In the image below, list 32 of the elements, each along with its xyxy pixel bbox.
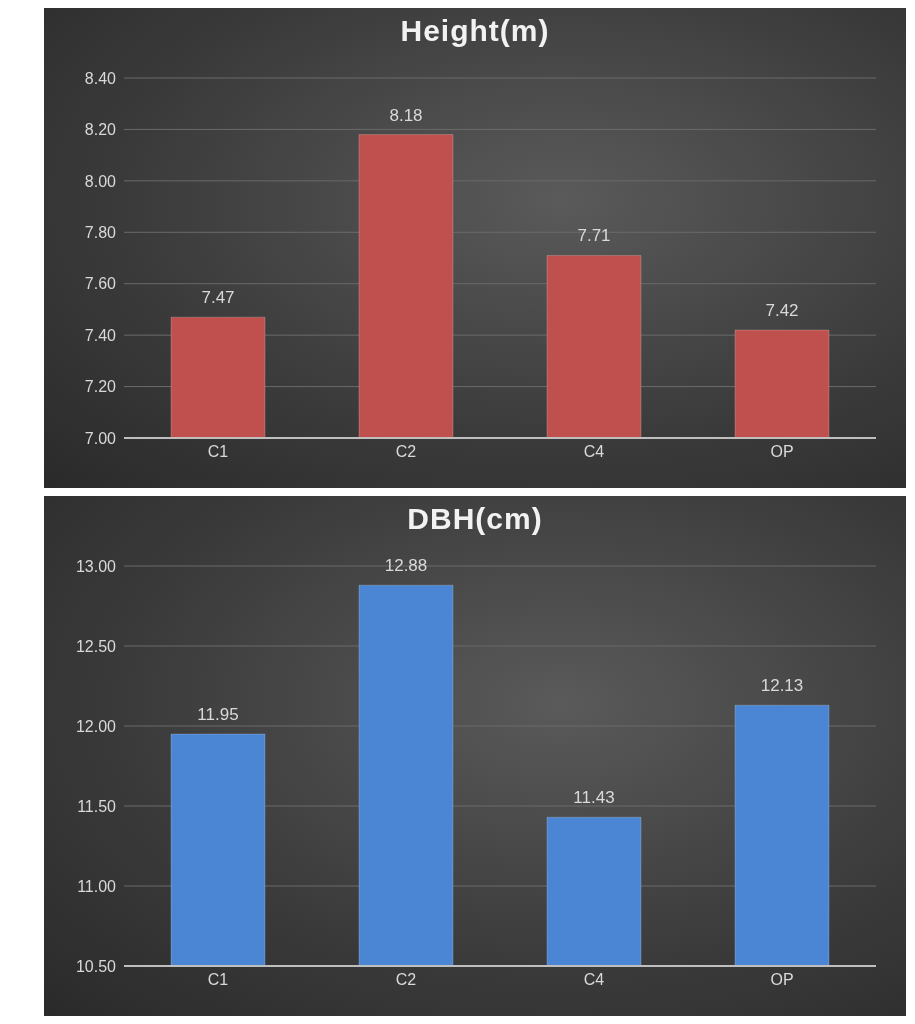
data-label: 12.88 (384, 556, 428, 576)
data-label: 11.95 (197, 705, 239, 724)
y-tick-label: 7.60 (84, 275, 117, 293)
data-label: 7.47 (201, 288, 235, 308)
y-tick-label: 7.00 (84, 429, 117, 447)
x-tick-label: C2 (395, 971, 417, 989)
x-tick-label: C1 (207, 443, 229, 461)
x-tick-label: OP (770, 443, 794, 461)
data-label: 12.13 (760, 676, 804, 696)
x-tick-label: OP (770, 971, 794, 989)
x-tick-label: C4 (583, 971, 605, 989)
y-tick-label: 7.40 (84, 326, 117, 344)
data-label: 7.71 (577, 226, 611, 246)
x-tick-label: C2 (395, 443, 417, 461)
y-tick-label: 13.00 (75, 557, 117, 575)
x-tick-label: C1 (207, 971, 229, 989)
y-tick-label: 12.00 (75, 717, 117, 735)
y-tick-label: 10.50 (75, 957, 117, 975)
data-label: 11.43 (573, 788, 615, 808)
y-tick-label: 8.40 (84, 69, 117, 87)
y-tick-label: 12.50 (75, 637, 117, 655)
y-tick-label: 11.00 (77, 877, 117, 895)
chart-title: Height(m) (399, 13, 551, 49)
y-tick-label: 11.50 (77, 797, 117, 815)
x-tick-label: C4 (583, 443, 605, 461)
y-tick-label: 7.20 (84, 378, 117, 396)
data-label: 8.18 (389, 105, 423, 125)
data-label: 7.42 (765, 301, 799, 320)
y-tick-label: 8.00 (84, 172, 117, 190)
chart-title: DBH(cm) (406, 501, 544, 537)
y-tick-label: 7.80 (84, 223, 117, 241)
y-tick-label: 8.20 (84, 121, 117, 139)
